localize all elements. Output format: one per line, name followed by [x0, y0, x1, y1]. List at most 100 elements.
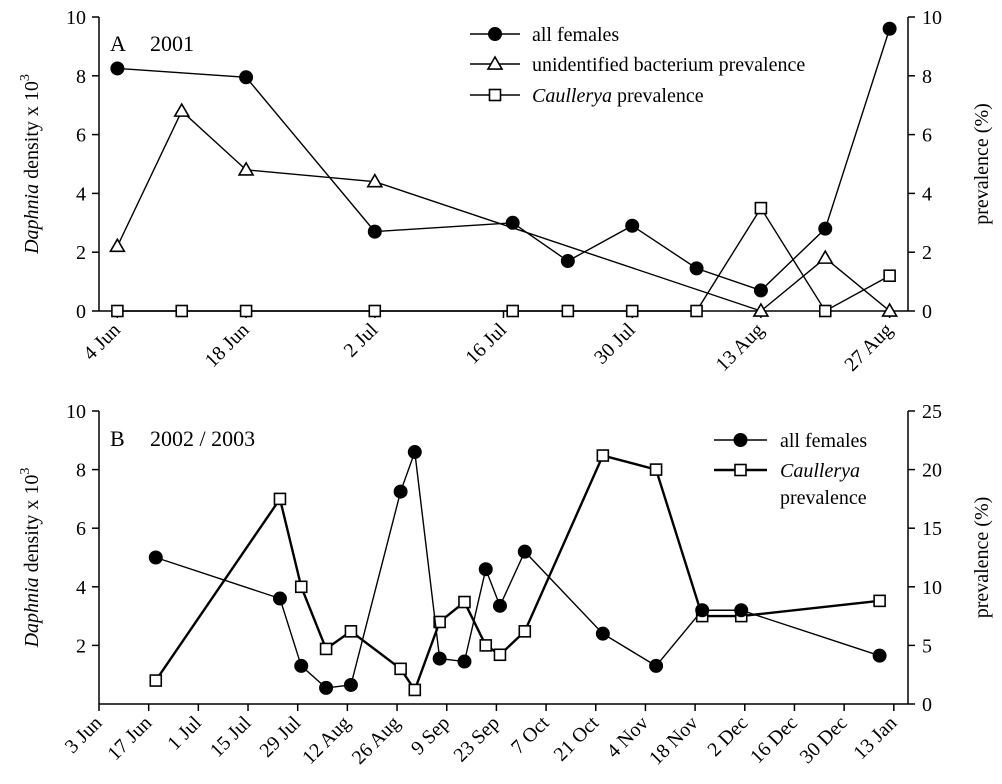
y-tick-label: 0	[76, 301, 86, 323]
data-point	[175, 304, 189, 318]
x-tick-label: 13 Jan	[849, 712, 901, 764]
data-point	[881, 302, 899, 317]
y-tick-label: 10	[66, 401, 86, 423]
legend: all females unidentified bacterium preval…	[470, 24, 805, 107]
y-tick-label: 6	[76, 518, 86, 540]
series-all-females	[110, 21, 897, 298]
data-point	[111, 304, 124, 318]
y-axis-title: Daphnia density x 103	[18, 74, 43, 255]
y2-axis-title: prevalence (%)	[971, 497, 993, 619]
data-point	[883, 269, 896, 283]
data-point	[689, 261, 704, 276]
x-tick-label: 30 Jul	[590, 319, 640, 369]
data-point	[754, 201, 768, 215]
y2-tick-label: 8	[922, 66, 932, 88]
data-point	[625, 218, 640, 233]
data-point	[493, 648, 507, 662]
x-tick-label: 26 Aug	[348, 712, 405, 769]
series-unidentified-bacterium-prevalence	[108, 102, 899, 317]
data-point	[695, 603, 710, 618]
panel-label: B	[110, 426, 125, 451]
y2-tick-label: 10	[922, 7, 942, 29]
series-line	[155, 451, 880, 689]
y-axis-title-italic: Daphnia	[21, 577, 43, 648]
legend-label-italic: Caullerya	[532, 85, 612, 107]
data-point	[561, 304, 575, 318]
legend-label-italic: Caullerya	[780, 460, 860, 482]
data-point	[272, 591, 287, 606]
x-tick-label: 16 Jul	[461, 319, 511, 369]
y-tick-label: 6	[76, 125, 86, 147]
data-point	[173, 102, 191, 117]
x-tick-label: 2 Dec	[703, 712, 752, 761]
x-tick-label: 9 Sep	[407, 712, 454, 759]
x-tick-label: 18 Jun	[201, 319, 254, 372]
y-axis-title-exponent: 3	[18, 468, 33, 475]
legend-marker	[734, 463, 747, 477]
y2-tick-label: 15	[922, 518, 942, 540]
data-point	[492, 598, 507, 613]
legend-marker	[733, 433, 748, 447]
series-all-females	[148, 445, 887, 695]
y-axis-title-rest: density x 10	[21, 475, 43, 578]
y2-tick-label: 2	[922, 242, 932, 264]
y2-tick-label: 4	[922, 183, 932, 205]
legend-marker	[486, 55, 504, 70]
x-tick-label: 27 Aug	[840, 319, 897, 376]
data-point	[596, 449, 610, 462]
data-point	[319, 680, 334, 695]
data-point	[148, 550, 163, 565]
data-point	[344, 625, 358, 638]
data-point	[517, 544, 532, 559]
y2-tick-label: 0	[922, 694, 932, 716]
legend-label: Caullerya	[780, 460, 860, 482]
y-axis-title-italic: Daphnia	[21, 184, 43, 255]
data-point	[458, 595, 471, 609]
data-point	[518, 625, 532, 638]
data-point	[368, 304, 382, 318]
x-tick-label: 21 Oct	[550, 712, 604, 766]
legend-marker	[488, 88, 502, 102]
data-point	[239, 70, 254, 85]
x-tick-label: 30 Dec	[796, 712, 852, 768]
y2-tick-label: 10	[922, 577, 942, 599]
x-tick-label: 13 Aug	[712, 319, 769, 376]
data-point	[595, 626, 610, 641]
legend-label-rest: all females	[780, 430, 867, 452]
data-point	[319, 642, 333, 656]
data-point	[818, 304, 832, 318]
data-point	[625, 304, 639, 318]
series-line	[154, 454, 880, 693]
legend-label-rest: all females	[532, 24, 619, 46]
data-point	[478, 562, 493, 577]
y2-axis-title: prevalence (%)	[971, 103, 993, 225]
data-point	[433, 615, 446, 629]
series-line	[117, 28, 891, 292]
x-tick-label: 1 Jul	[163, 712, 206, 755]
data-point	[690, 304, 703, 318]
y-axis-title-exponent: 3	[18, 74, 33, 81]
data-point	[649, 658, 664, 673]
data-point	[882, 21, 897, 36]
data-point	[393, 484, 408, 499]
y-tick-label: 2	[76, 635, 86, 657]
x-tick-label: 17 Jun	[103, 712, 156, 765]
data-point	[506, 304, 519, 318]
data-point	[366, 173, 384, 188]
y2-tick-label: 6	[922, 125, 932, 147]
data-point	[872, 648, 887, 663]
data-point	[110, 61, 125, 76]
data-point	[818, 221, 833, 236]
series-caullerya-prevalence	[111, 201, 896, 318]
data-point	[239, 304, 253, 318]
y-tick-label: 8	[76, 460, 86, 482]
data-point	[108, 237, 126, 253]
y-axis-title: Daphnia density x 103	[18, 468, 43, 649]
data-point	[407, 445, 422, 460]
data-point	[367, 224, 382, 239]
y-tick-label: 10	[66, 7, 86, 29]
x-tick-label: 18 Nov	[645, 712, 703, 770]
data-point	[816, 249, 834, 264]
